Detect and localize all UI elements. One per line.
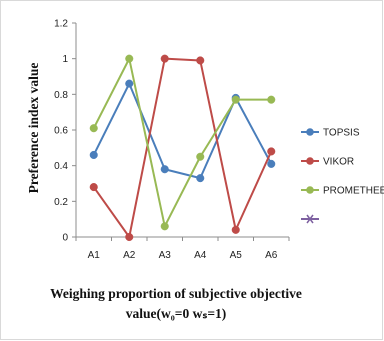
data-point bbox=[231, 95, 240, 104]
data-point bbox=[125, 54, 134, 63]
legend-marker bbox=[306, 186, 314, 194]
series-lines bbox=[89, 54, 276, 242]
x-tick-label: A2 bbox=[123, 250, 136, 261]
legend-marker bbox=[306, 214, 314, 224]
legend-label: VIKOR bbox=[323, 157, 354, 168]
data-point bbox=[89, 150, 98, 160]
legend: TOPSIS VIKOR PROMETHEE bbox=[301, 128, 384, 224]
data-point bbox=[267, 95, 276, 104]
x-tick-label: A6 bbox=[265, 250, 278, 261]
data-point bbox=[196, 174, 205, 183]
data-point bbox=[196, 56, 205, 65]
legend-item: TOPSIS bbox=[301, 128, 360, 139]
legend-item: PROMETHEE bbox=[301, 186, 384, 197]
x-axis-title-line2: value(w₀=0 wₛ=1) bbox=[126, 306, 227, 321]
series-topsis bbox=[89, 79, 276, 183]
legend-label: PROMETHEE bbox=[323, 186, 384, 197]
y-tick-label: 0.8 bbox=[54, 90, 68, 101]
x-axis-title-line1: Weighing proportion of subjective object… bbox=[50, 286, 302, 301]
x-axis: A1 A2 A3 A4 A5 A6 bbox=[75, 236, 290, 261]
x-tick-label: A3 bbox=[159, 250, 172, 261]
y-tick-label: 0 bbox=[62, 233, 68, 244]
y-tick-label: 0.4 bbox=[54, 161, 68, 172]
legend-item: VIKOR bbox=[301, 157, 354, 168]
y-tick-label: 0.2 bbox=[54, 197, 68, 208]
data-point bbox=[231, 225, 240, 234]
legend-marker bbox=[306, 128, 314, 136]
y-axis-title: Preference index value bbox=[26, 63, 41, 194]
data-point bbox=[160, 222, 169, 231]
legend-marker bbox=[306, 157, 314, 165]
series-vikor bbox=[89, 54, 276, 242]
data-point bbox=[267, 159, 276, 168]
legend-item bbox=[301, 214, 319, 224]
legend-label: TOPSIS bbox=[323, 128, 360, 139]
series-line bbox=[92, 57, 273, 238]
y-tick-label: 0.6 bbox=[54, 126, 68, 137]
x-tick-label: A1 bbox=[88, 250, 101, 261]
y-axis: 0 0.2 0.4 0.6 0.8 1 1.2 bbox=[54, 19, 77, 244]
data-point bbox=[125, 79, 134, 88]
data-point bbox=[160, 165, 169, 174]
data-point bbox=[267, 147, 276, 156]
series-promethee bbox=[89, 54, 276, 231]
y-tick-label: 1 bbox=[62, 54, 68, 65]
y-tick-label: 1.2 bbox=[54, 19, 68, 30]
data-point bbox=[125, 232, 134, 242]
data-point bbox=[196, 152, 205, 161]
data-point bbox=[89, 183, 98, 192]
data-point bbox=[89, 124, 98, 133]
series-line bbox=[92, 57, 272, 228]
series-line bbox=[92, 82, 273, 180]
x-tick-label: A5 bbox=[230, 250, 243, 261]
x-tick-label: A4 bbox=[194, 250, 207, 261]
data-point bbox=[160, 54, 169, 63]
